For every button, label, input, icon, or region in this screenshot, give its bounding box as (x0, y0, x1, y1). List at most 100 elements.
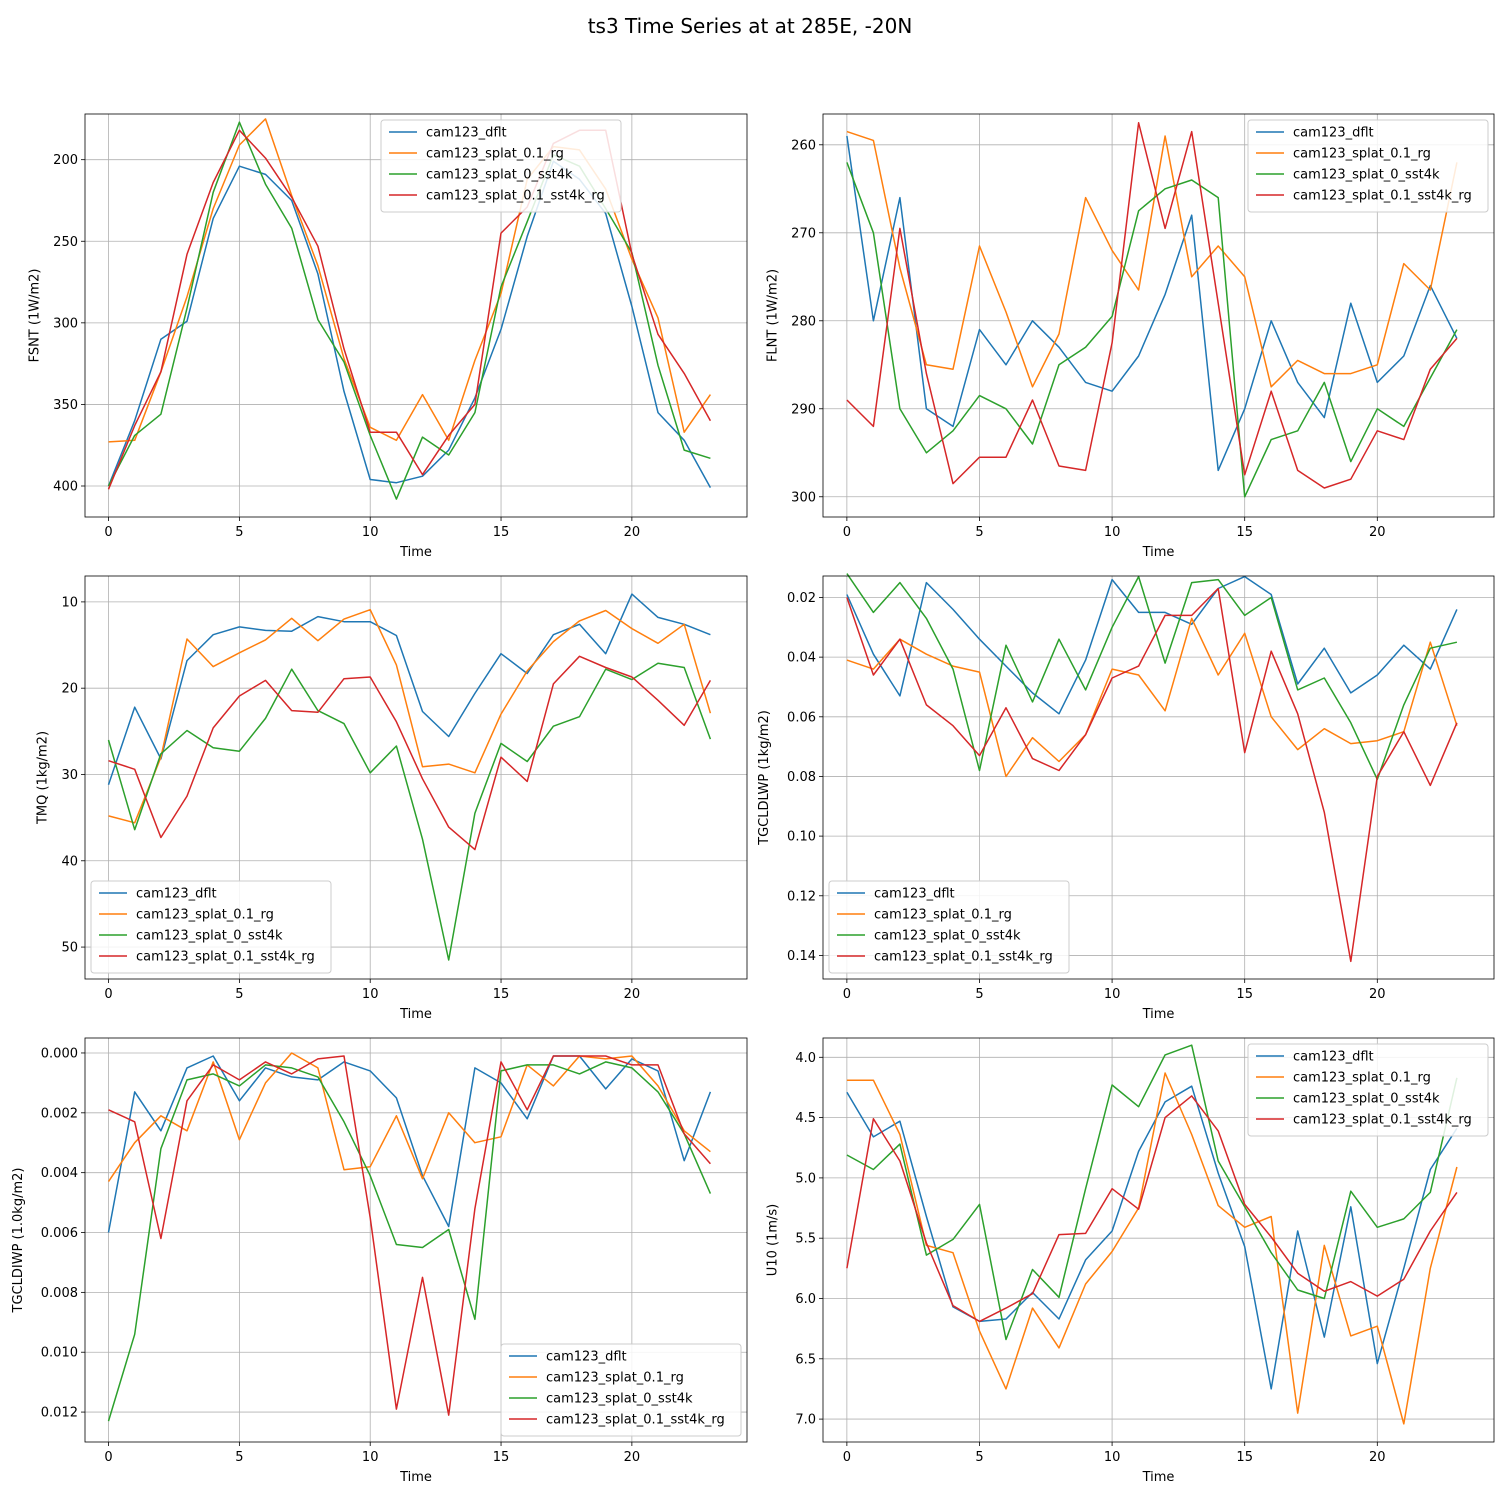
series-line-cam123_splat_0.1_rg (846, 130, 1458, 388)
x-tick-label: 20 (1369, 525, 1386, 540)
x-axis-label: Time (399, 545, 432, 560)
y-tick-label: 6.0 (795, 1292, 816, 1307)
legend-entry: cam123_splat_0.1_sst4k_rg (1293, 189, 1472, 204)
plot-frame (822, 1037, 1495, 1443)
subplot-1: 0 5 10 15 20 200 250 300 350 400 Time FSNT (1W/m2) c… (27, 113, 748, 560)
x-tick-label: 15 (493, 525, 510, 540)
series-line-cam123_dflt (846, 1085, 1458, 1390)
legend-box (1247, 1043, 1489, 1137)
legend-entry: cam123_splat_0_sst4k (1293, 1092, 1440, 1107)
subplot-3: 0 5 10 15 20 10 20 30 40 50 Time TMQ (1kg/m2) cam123… (36, 575, 748, 1022)
legend-entry: cam123_splat_0.1_sst4k_rg (874, 950, 1053, 965)
y-tick-label: 0.000 (41, 1046, 78, 1061)
legend-entry: cam123_dflt (426, 126, 507, 141)
y-tick-label: 4.0 (795, 1051, 816, 1066)
legend-entry: cam123_splat_0_sst4k (136, 929, 283, 944)
subplot-2: 0 5 10 15 20 260 270 280 290 300 Time FLNT (1W/m2) c… (765, 113, 1495, 560)
x-tick-label: 0 (104, 525, 112, 540)
x-axis-label: Time (1142, 545, 1175, 560)
series-line-cam123_dflt (846, 575, 1458, 715)
legend-entry: cam123_splat_0.1_sst4k_rg (136, 950, 315, 965)
y-tick-label: 270 (791, 226, 816, 241)
y-tick-label: 0.06 (787, 710, 816, 725)
legend: cam123_dflt cam123_splat_0.1_rg cam123_spl… (828, 880, 1070, 974)
legend-entry: cam123_splat_0_sst4k (874, 929, 1021, 944)
series-line-cam123_splat_0.1_rg (108, 608, 712, 824)
series-line-cam123_splat_0.1_sst4k_rg (846, 122, 1458, 489)
plot-frame (822, 575, 1495, 980)
x-axis-label: Time (1142, 1470, 1175, 1485)
y-tick-label: 10 (61, 595, 78, 610)
legend-entry: cam123_dflt (546, 1350, 627, 1365)
legend-entry: cam123_splat_0.1_sst4k_rg (546, 1413, 725, 1428)
y-tick-label: 30 (61, 768, 78, 783)
y-tick-label: 40 (61, 854, 78, 869)
y-tick-label: 260 (791, 138, 816, 153)
x-tick-label: 5 (975, 987, 983, 1002)
y-tick-label: 6.5 (795, 1352, 816, 1367)
legend: cam123_dflt cam123_splat_0.1_rg cam123_spl… (1247, 1043, 1489, 1137)
series-line-cam123_splat_0_sst4k (846, 573, 1458, 781)
legend-box (380, 119, 622, 213)
series-line-cam123_splat_0.1_sst4k_rg (846, 1095, 1458, 1323)
y-tick-label: 7.0 (795, 1413, 816, 1428)
y-tick-label: 0.04 (787, 651, 816, 666)
x-tick-label: 10 (362, 987, 379, 1002)
x-tick-label: 5 (975, 1450, 983, 1465)
legend: cam123_dflt cam123_splat_0.1_rg cam123_spl… (1247, 119, 1489, 213)
subplot-5: 0 5 10 15 20 0.000 0.002 0.004 0.006 0.008 0.010 0.… (11, 1037, 748, 1485)
series-line-cam123_dflt (107, 160, 712, 488)
y-tick-label: 250 (53, 235, 78, 250)
legend-entry: cam123_splat_0_sst4k (1293, 168, 1440, 183)
legend-entry: cam123_splat_0.1_rg (136, 908, 274, 923)
y-tick-label: 0.008 (41, 1286, 78, 1301)
series-line-cam123_splat_0.1_rg (846, 1072, 1458, 1425)
subplot-6: 0 5 10 15 20 4.0 4.5 5.0 5.5 6.0 6.5 7.0 Time U10 (1m… (765, 1037, 1495, 1485)
y-tick-label: 290 (791, 402, 816, 417)
legend-entry: cam123_splat_0.1_rg (874, 908, 1012, 923)
x-tick-label: 20 (624, 525, 641, 540)
series-line-cam123_splat_0.1_sst4k_rg (108, 655, 712, 851)
y-tick-label: 0.14 (787, 949, 816, 964)
x-tick-label: 10 (362, 525, 379, 540)
y-axis-label: TGCLDIWP (1.0kg/m2) (11, 1168, 26, 1314)
plot-frame (84, 575, 748, 980)
subplot-4: 0 5 10 15 20 0.02 0.04 0.06 0.08 0.10 0.12 0.14 Time… (757, 573, 1495, 1022)
legend-entry: cam123_splat_0.1_sst4k_rg (426, 189, 605, 204)
legend-entry: cam123_dflt (1293, 1050, 1374, 1065)
y-axis-label: TGCLDLWP (1kg/m2) (757, 710, 772, 846)
legend-entry: cam123_splat_0_sst4k (546, 1392, 693, 1407)
legend-entry: cam123_splat_0_sst4k (426, 168, 573, 183)
y-tick-label: 300 (791, 490, 816, 505)
series-line-cam123_splat_0.1_sst4k_rg (846, 587, 1458, 963)
x-tick-label: 15 (1236, 1450, 1253, 1465)
x-tick-label: 0 (104, 987, 112, 1002)
y-tick-label: 0.10 (787, 830, 816, 845)
series-line-cam123_splat_0_sst4k (107, 662, 712, 961)
y-tick-label: 200 (53, 153, 78, 168)
x-tick-label: 0 (104, 1450, 112, 1465)
legend-entry: cam123_splat_0.1_rg (1293, 1071, 1431, 1086)
series-line-cam123_dflt (846, 135, 1458, 472)
legend-box (828, 880, 1070, 974)
series-line-cam123_splat_0_sst4k (107, 121, 711, 500)
y-tick-label: 280 (791, 314, 816, 329)
x-tick-label: 15 (1236, 987, 1253, 1002)
x-tick-label: 20 (624, 1450, 641, 1465)
legend-entry: cam123_dflt (874, 887, 955, 902)
y-tick-label: 0.010 (41, 1346, 78, 1361)
y-axis-label: TMQ (1kg/m2) (36, 731, 51, 825)
x-tick-label: 5 (235, 525, 243, 540)
plot-frame (84, 1037, 748, 1443)
legend: cam123_dflt cam123_splat_0.1_rg cam123_spl… (90, 880, 332, 974)
x-tick-label: 5 (975, 525, 983, 540)
series-line-cam123_splat_0.1_rg (846, 617, 1458, 778)
y-axis-label: FLNT (1W/m2) (765, 269, 780, 362)
y-axis-label: FSNT (1W/m2) (27, 269, 42, 363)
y-tick-label: 0.002 (41, 1106, 78, 1121)
series-line-cam123_dflt (107, 593, 711, 786)
y-tick-label: 400 (53, 480, 78, 495)
plot-frame (84, 113, 748, 518)
y-tick-label: 300 (53, 316, 78, 331)
x-axis-label: Time (1142, 1007, 1175, 1022)
